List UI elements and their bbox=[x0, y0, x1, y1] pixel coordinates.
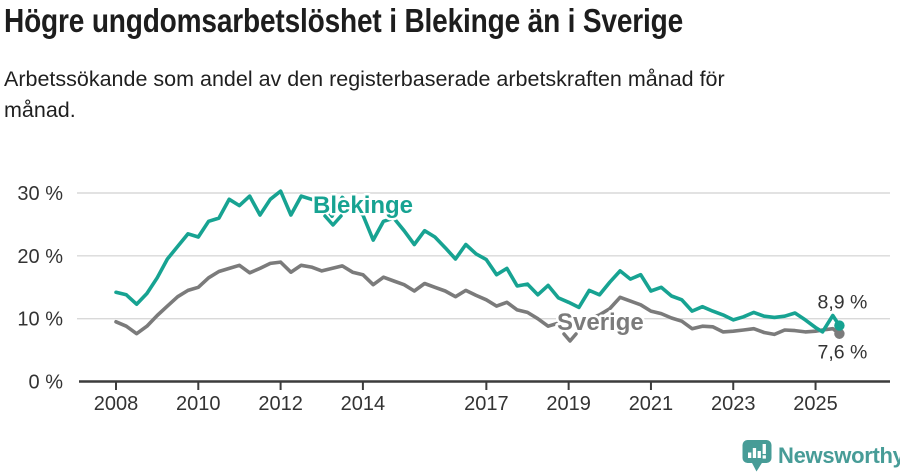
bubble-shape bbox=[742, 440, 772, 463]
x-tick-label: 2021 bbox=[629, 393, 674, 415]
series-label-arrow-blekinge bbox=[323, 214, 343, 227]
page-subtitle: Arbetssökande som andel av den registerb… bbox=[4, 67, 725, 123]
speech-bubble-icon bbox=[742, 440, 772, 472]
series-line-sverige bbox=[114, 260, 842, 337]
x-tick-label: 2017 bbox=[464, 393, 509, 415]
y-tick-label: 0 % bbox=[29, 372, 64, 394]
bubble-tail bbox=[751, 462, 763, 472]
series-line-blekinge bbox=[114, 189, 842, 334]
x-tick-label: 2023 bbox=[711, 393, 756, 415]
x-tick-label: 2008 bbox=[94, 393, 139, 415]
exclamation-glyph bbox=[762, 444, 766, 459]
x-tick-label: 2012 bbox=[258, 393, 303, 415]
brand-name: Newsworthy bbox=[778, 443, 900, 468]
end-value-label-blekinge: 8,9 % bbox=[817, 292, 867, 314]
x-tick-label: 2019 bbox=[546, 393, 591, 415]
series-label-blekinge: Blekinge bbox=[313, 192, 413, 219]
series-label-sverige: Sverige bbox=[557, 309, 644, 336]
end-dot-sverige bbox=[834, 328, 845, 339]
end-dot-blekinge bbox=[834, 320, 845, 331]
page-title: Högre ungdomsarbetslöshet i Blekinge än … bbox=[4, 2, 684, 39]
y-tick-label: 10 % bbox=[17, 309, 63, 331]
end-value-label-sverige: 7,6 % bbox=[817, 342, 867, 364]
bar-chart-glyph bbox=[748, 448, 761, 458]
newsworthy-logo: Newsworthy bbox=[742, 440, 900, 472]
y-tick-label: 20 % bbox=[17, 246, 63, 268]
x-tick-label: 2010 bbox=[176, 393, 221, 415]
series-label-arrow-sverige bbox=[562, 332, 578, 343]
y-tick-label: 30 % bbox=[17, 183, 63, 205]
x-tick-label: 2014 bbox=[341, 393, 386, 415]
x-tick-label: 2025 bbox=[793, 393, 838, 415]
